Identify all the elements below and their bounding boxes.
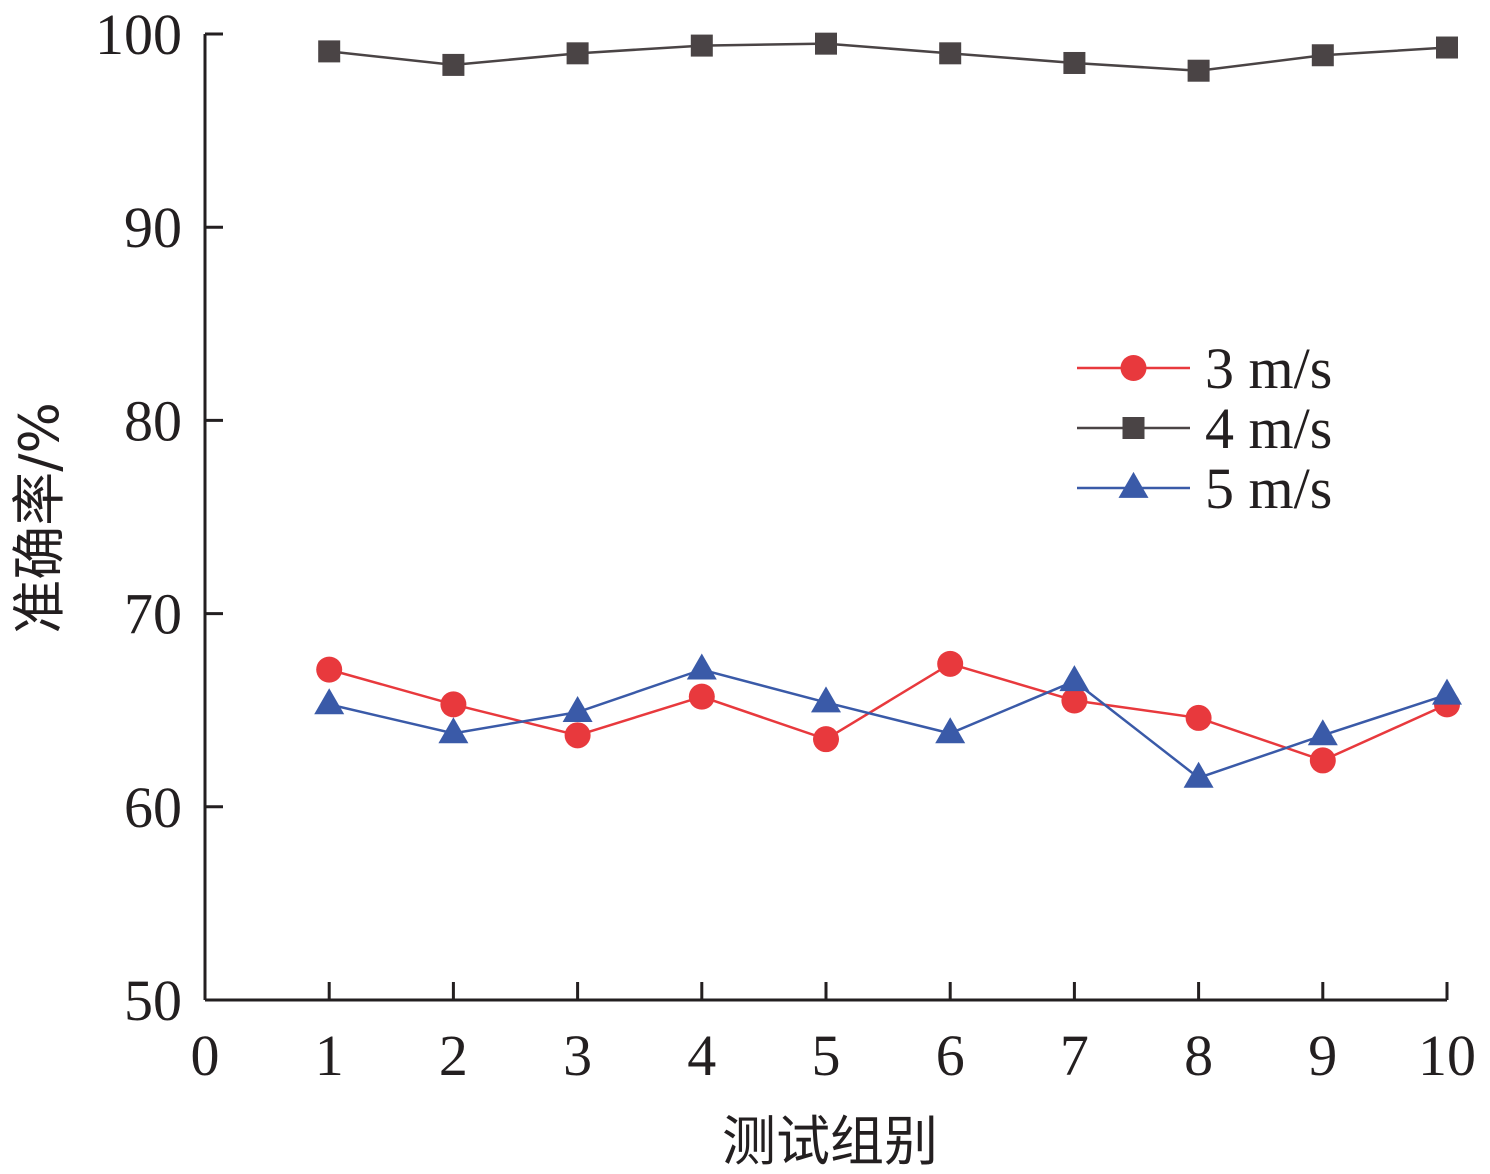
data-point [564, 722, 591, 749]
y-tick-label: 50 [124, 968, 182, 1033]
x-tick-label: 5 [812, 1023, 841, 1088]
data-point [318, 40, 341, 63]
series-line [328, 668, 1448, 780]
series-square [318, 32, 1458, 82]
data-point [316, 656, 343, 683]
x-tick-label: 3 [563, 1023, 592, 1088]
legend-item: 4 m/s [1077, 396, 1332, 461]
legend-label: 4 m/s [1205, 396, 1332, 461]
series-line [329, 42, 1448, 72]
x-tick-label: 9 [1308, 1023, 1337, 1088]
legend-marker [1118, 471, 1149, 498]
y-axis-ticks: 50 60 70 80 90 100 [95, 2, 223, 1033]
data-point [440, 691, 467, 718]
data-point [937, 650, 964, 677]
x-tick-label: 6 [936, 1023, 965, 1088]
data-point [939, 42, 962, 65]
data-point [1061, 687, 1088, 714]
data-point [562, 696, 593, 723]
data-point [813, 726, 839, 753]
data-point [1063, 51, 1086, 74]
series-triangle [314, 653, 1462, 788]
data-point [1432, 678, 1462, 705]
y-tick-label: 60 [124, 775, 182, 840]
data-point [566, 42, 589, 65]
legend-label: 3 m/s [1205, 336, 1332, 401]
x-tick-label: 4 [687, 1023, 716, 1088]
data-point [314, 688, 345, 715]
y-tick-label: 70 [124, 582, 182, 647]
series-line [328, 662, 1448, 762]
data-point [1059, 665, 1090, 692]
data-point [935, 717, 966, 744]
x-tick-label: 2 [439, 1023, 468, 1088]
data-point [815, 32, 837, 55]
data-point [1436, 36, 1458, 59]
x-tick-label: 7 [1060, 1023, 1089, 1088]
legend-item: 3 m/s [1077, 336, 1332, 401]
x-tick-label: 1 [315, 1023, 344, 1088]
data-point [690, 34, 713, 57]
legend-item: 5 m/s [1077, 456, 1332, 521]
data-point [811, 686, 841, 713]
y-axis-label: 准确率/% [8, 402, 71, 634]
x-tick-label: 0 [191, 1023, 220, 1088]
series-circle [316, 650, 1460, 774]
y-tick-label: 100 [95, 2, 182, 67]
data-point [688, 683, 715, 710]
data-point [686, 653, 717, 680]
data-point [438, 717, 469, 744]
legend: 3 m/s4 m/s5 m/s [1077, 336, 1332, 521]
data-point [1187, 59, 1210, 82]
legend-marker [1122, 417, 1145, 439]
series-group [314, 32, 1462, 788]
x-tick-label: 10 [1418, 1023, 1476, 1088]
data-point [1311, 44, 1334, 67]
x-tick-label: 8 [1184, 1023, 1213, 1088]
data-point [1307, 719, 1338, 746]
data-point [442, 53, 465, 76]
legend-marker [1120, 355, 1147, 381]
data-point [1185, 704, 1212, 731]
x-axis-label: 测试组别 [722, 1110, 938, 1173]
y-tick-label: 80 [124, 388, 182, 453]
y-tick-label: 90 [124, 195, 182, 260]
data-point [1309, 747, 1336, 774]
legend-label: 5 m/s [1205, 456, 1332, 521]
data-point [1183, 761, 1214, 788]
x-axis-ticks: 0 1 2 3 4 5 6 7 8 9 10 [191, 982, 1476, 1088]
